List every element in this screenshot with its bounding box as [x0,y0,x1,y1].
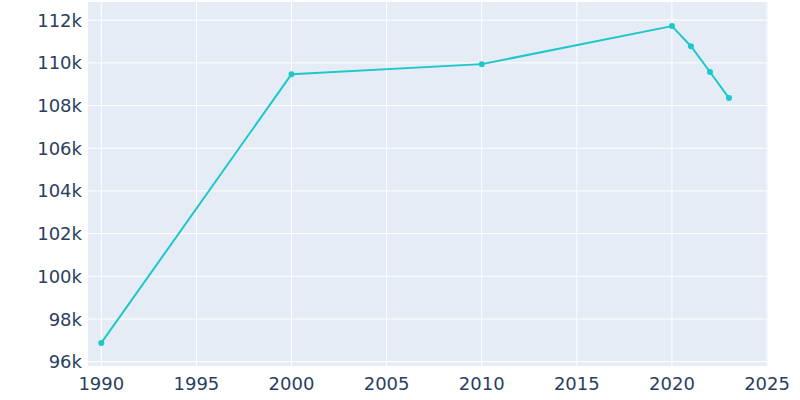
y-grid-line [88,276,768,277]
y-grid-line [88,233,768,234]
x-tick-label: 2005 [364,373,410,394]
y-tick-label: 96k [49,351,83,372]
y-tick-label: 110k [37,52,82,73]
y-grid-line [88,148,768,149]
x-grid-line [671,2,672,366]
x-grid-line [767,2,768,366]
series-marker[interactable] [726,95,732,101]
y-tick-label: 98k [49,309,83,330]
x-tick-label: 2010 [459,373,505,394]
series-marker[interactable] [98,340,104,346]
y-grid-line [88,105,768,106]
y-tick-label: 108k [37,95,82,116]
y-tick-label: 104k [37,180,82,201]
x-tick-label: 1995 [174,373,220,394]
series-line [101,26,729,343]
x-tick-label: 2000 [269,373,315,394]
y-tick-label: 102k [37,223,82,244]
x-grid-line [386,2,387,366]
y-grid-line [88,319,768,320]
x-grid-line [481,2,482,366]
x-tick-label: 1990 [78,373,124,394]
y-grid-line [88,361,768,362]
series-marker[interactable] [688,43,694,49]
series-marker[interactable] [669,23,675,29]
series-marker[interactable] [479,61,485,67]
chart: 96k 98k 100k 102k 104k 106k 108k 110k 112k 1990 19… [0,0,800,400]
y-grid-line [88,20,768,21]
y-grid-line [88,62,768,63]
x-tick-label: 2025 [744,373,790,394]
x-tick-label: 2020 [649,373,695,394]
y-tick-label: 100k [37,266,82,287]
y-tick-label: 112k [37,10,82,31]
y-tick-label: 106k [37,138,82,159]
x-grid-line [291,2,292,366]
series-marker[interactable] [289,71,295,77]
series-marker[interactable] [707,69,713,75]
plot-marks [98,23,732,346]
x-grid-line [576,2,577,366]
x-grid-line [196,2,197,366]
plot-background [88,2,768,366]
x-tick-label: 2015 [554,373,600,394]
y-grid-line [88,190,768,191]
x-grid-line [101,2,102,366]
